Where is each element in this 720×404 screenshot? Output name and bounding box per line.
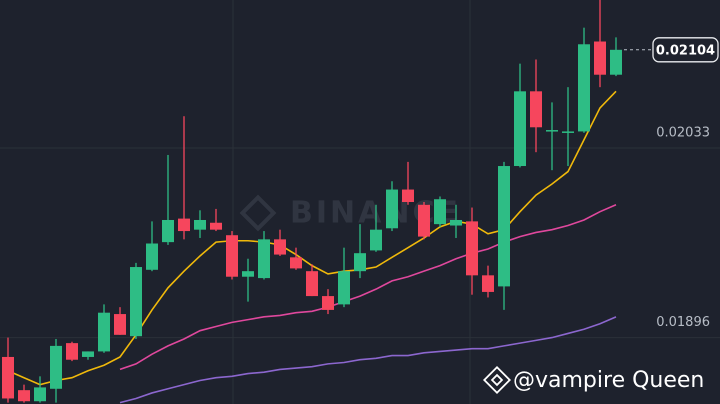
candle-body	[402, 189, 414, 202]
candle-body	[498, 166, 510, 287]
candle-body	[114, 314, 126, 335]
candle-body	[434, 199, 446, 225]
candle-body	[162, 219, 174, 243]
candle-body	[2, 356, 14, 399]
credit-text: @vampire Queen	[513, 368, 704, 393]
candle-body	[274, 239, 286, 255]
last-price-tag	[652, 37, 719, 63]
candle-body	[354, 253, 366, 272]
candle-body	[322, 296, 334, 310]
credit-icon	[482, 365, 512, 395]
y-tick-label: 0.01896	[656, 315, 710, 330]
price-axis: 0.02033 0.01896 0.02104	[624, 37, 719, 330]
candle-body	[82, 351, 94, 357]
candle-body	[578, 44, 590, 132]
candle-body	[146, 243, 158, 270]
candle-body	[242, 271, 254, 277]
candle-body	[610, 49, 622, 75]
candle-body	[466, 221, 478, 276]
candle-body	[50, 345, 62, 389]
candle-body	[370, 229, 382, 251]
candle-body	[66, 343, 78, 360]
candle-body	[386, 189, 398, 229]
candle-body	[210, 222, 222, 230]
candle-body	[482, 275, 494, 292]
candle-body	[130, 267, 142, 337]
candle-body	[450, 219, 462, 226]
candle-body	[290, 257, 302, 269]
candles	[2, 0, 622, 403]
candle-body	[194, 219, 206, 230]
candle-body	[98, 312, 110, 352]
candle-body	[546, 130, 558, 132]
candle-body	[514, 91, 526, 167]
y-tick-label: 0.02033	[656, 126, 710, 141]
candle-body	[258, 239, 270, 279]
candle-body	[338, 271, 350, 305]
candle-body	[530, 91, 542, 128]
moving-average-line	[119, 316, 617, 404]
candle-body	[306, 271, 318, 297]
credit: @vampire Queen	[482, 365, 704, 395]
last-price-label: 0.02104	[656, 43, 715, 58]
candle-body	[178, 218, 190, 232]
candle-body	[34, 387, 46, 402]
candle-body	[594, 41, 606, 75]
candle-body	[226, 235, 238, 277]
candle-body	[562, 131, 574, 133]
grid	[0, 147, 720, 339]
candle-body	[18, 390, 30, 402]
candle-body	[418, 204, 430, 237]
moving-average-line	[119, 204, 617, 371]
